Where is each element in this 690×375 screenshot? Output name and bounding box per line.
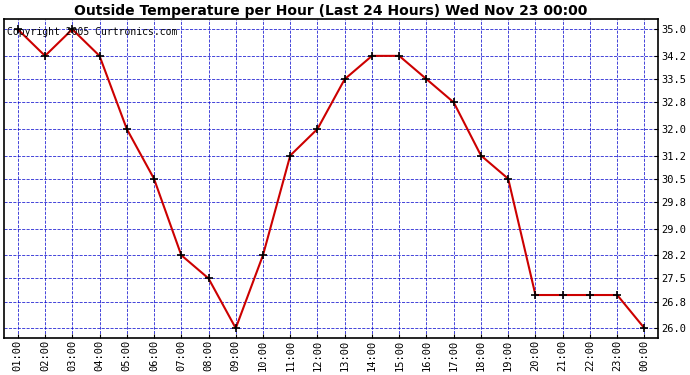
Title: Outside Temperature per Hour (Last 24 Hours) Wed Nov 23 00:00: Outside Temperature per Hour (Last 24 Ho… [75,4,588,18]
Text: Copyright 2005 Curtronics.com: Copyright 2005 Curtronics.com [8,27,178,37]
